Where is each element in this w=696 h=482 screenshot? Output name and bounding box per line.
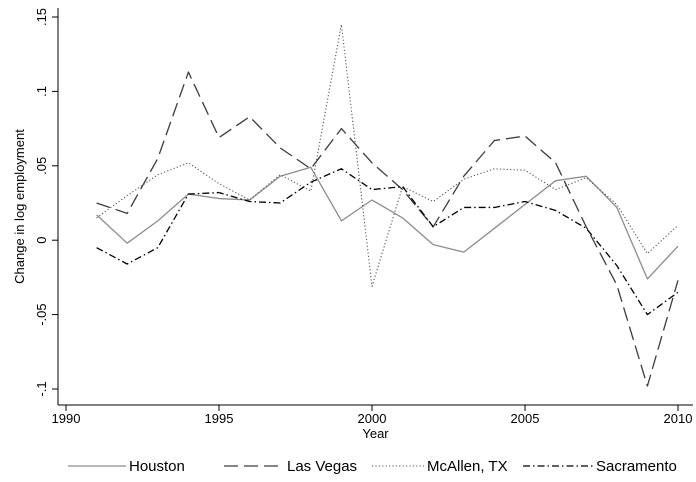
legend-label-las-vegas: Las Vegas (287, 458, 357, 475)
x-tick-label: 2005 (511, 411, 540, 426)
plot-lines (96, 23, 679, 387)
x-tick-label: 1995 (205, 411, 234, 426)
series-line-las-vegas (96, 71, 679, 387)
x-tick-label: 2010 (664, 411, 693, 426)
legend: Houston Las Vegas McAllen, TX Sacramento (68, 458, 677, 475)
x-axis-title: Year (362, 426, 389, 441)
x-tick-label: 2000 (358, 411, 387, 426)
legend-label-sacramento: Sacramento (596, 458, 677, 475)
legend-label-houston: Houston (129, 458, 185, 475)
series-line-houston (96, 166, 679, 280)
y-tick-label: .15 (34, 8, 49, 26)
y-tick-label: .1 (34, 86, 49, 97)
series-line-sacramento (96, 168, 679, 316)
series-line-mcallen-tx (96, 23, 679, 287)
y-tick-label: 0 (34, 237, 49, 244)
legend-label-mcallen-tx: McAllen, TX (427, 458, 508, 475)
y-axis-title: Change in log employment (12, 129, 27, 284)
y-tick-label: -.05 (34, 303, 49, 325)
y-tick-label: -.1 (34, 381, 49, 396)
y-tick-label: .05 (34, 157, 49, 175)
axes: -.1 -.05 0 .05 .1 .15 1990 1995 2000 2005 2010 (34, 8, 693, 426)
x-tick-label: 1990 (52, 411, 81, 426)
